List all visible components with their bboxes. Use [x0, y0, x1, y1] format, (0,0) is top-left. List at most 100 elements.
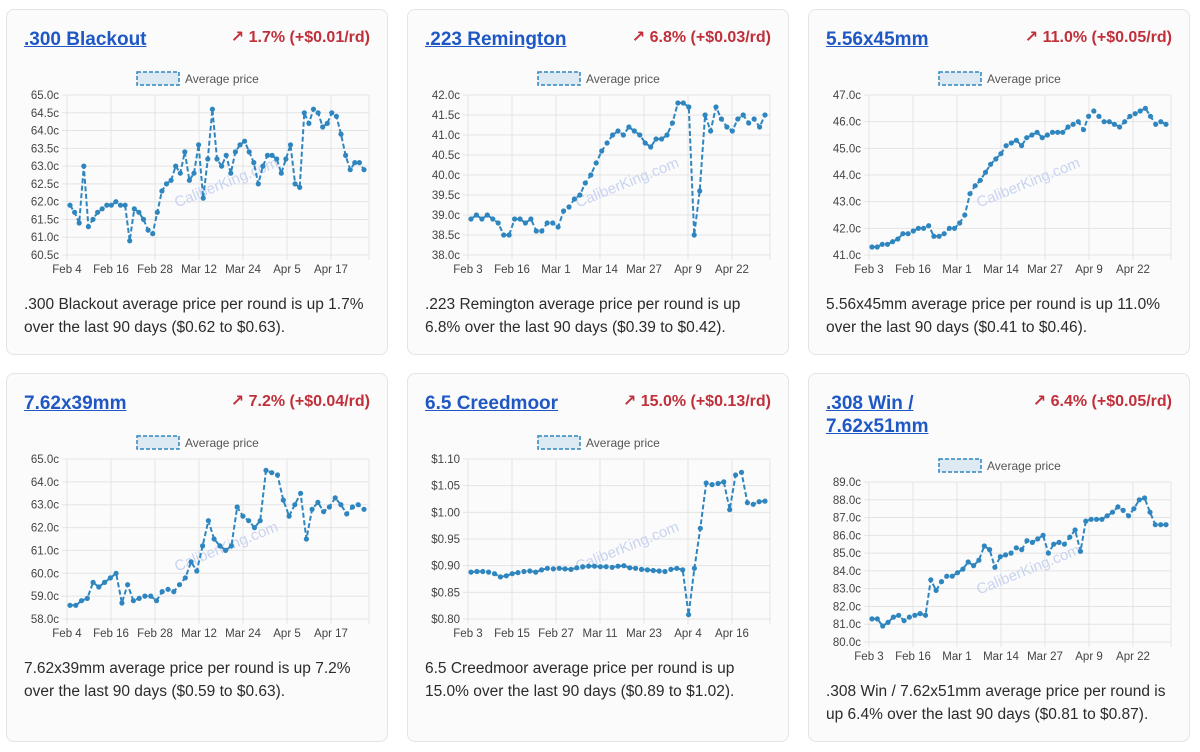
caliber-title-link[interactable]: .300 Blackout	[24, 29, 147, 50]
x-tick-label: Mar 27	[626, 264, 662, 276]
data-point	[944, 573, 950, 579]
data-point	[186, 177, 192, 183]
data-point	[644, 567, 650, 573]
data-point	[869, 244, 875, 250]
data-point	[154, 209, 160, 215]
data-point	[715, 480, 721, 487]
data-point	[900, 231, 906, 237]
y-tick-label: 61.5c	[31, 214, 59, 226]
caliber-title-link[interactable]: 5.56x45mm	[826, 29, 929, 50]
data-point	[148, 593, 154, 599]
y-tick-label: 89.0c	[833, 477, 861, 489]
data-point	[620, 132, 626, 138]
data-point	[223, 152, 229, 158]
data-point	[1147, 113, 1154, 119]
y-tick-label: 41.0c	[432, 130, 460, 142]
data-point	[1045, 550, 1051, 556]
data-point	[263, 467, 269, 473]
data-point	[1109, 509, 1116, 515]
data-point	[67, 602, 73, 608]
data-point	[555, 224, 561, 230]
data-point	[680, 100, 686, 106]
x-tick-label: Apr 22	[1116, 651, 1150, 663]
data-point	[136, 209, 142, 215]
data-point	[122, 202, 128, 208]
data-point	[228, 170, 234, 176]
x-tick-label: Feb 27	[538, 628, 574, 640]
data-point	[84, 595, 90, 601]
data-point	[474, 568, 480, 575]
data-point	[729, 128, 735, 134]
data-point	[1077, 548, 1084, 554]
x-tick-label: Apr 22	[715, 264, 749, 276]
data-point	[721, 479, 727, 485]
data-point	[869, 616, 875, 622]
legend-swatch	[136, 71, 180, 86]
legend-swatch	[537, 435, 581, 450]
data-point	[604, 140, 610, 146]
legend-swatch	[938, 458, 982, 473]
data-point	[1163, 522, 1169, 528]
price-chart: Average price 58.0c 59.0c 60.0c 61.0c 62.0c 63…	[31, 435, 370, 640]
x-tick-label: Mar 14	[983, 651, 1019, 663]
data-point	[315, 499, 321, 505]
y-tick-label: $1.00	[431, 507, 460, 519]
data-point	[880, 623, 886, 629]
data-point	[544, 220, 550, 226]
data-point	[113, 199, 119, 205]
data-point	[509, 571, 515, 577]
legend-label: Average price	[185, 72, 259, 86]
x-tick-label: Mar 23	[626, 628, 662, 640]
data-point	[527, 568, 533, 574]
data-point	[301, 110, 307, 116]
data-point	[332, 495, 338, 501]
x-tick-label: Feb 3	[854, 651, 883, 663]
data-point	[1088, 516, 1094, 522]
data-point	[1013, 545, 1019, 551]
price-summary: .300 Blackout average price per round is…	[24, 296, 364, 336]
data-point	[756, 499, 762, 505]
caliber-title-link[interactable]: 7.62x39mm	[24, 393, 127, 414]
data-point	[104, 202, 110, 208]
data-point	[933, 587, 939, 593]
x-tick-label: Apr 4	[674, 628, 702, 640]
data-point	[562, 566, 568, 572]
y-tick-label: 39.0c	[432, 210, 460, 222]
data-point	[269, 152, 275, 158]
data-point	[926, 223, 932, 229]
x-tick-label: Feb 4	[52, 628, 82, 640]
data-point	[733, 472, 739, 478]
data-point	[125, 582, 131, 588]
data-point	[1120, 507, 1126, 513]
y-tick-label: 64.0c	[31, 477, 59, 489]
data-point	[107, 575, 113, 581]
x-tick-label: Mar 1	[942, 264, 971, 276]
data-point	[355, 502, 361, 508]
data-point	[90, 579, 96, 585]
data-point	[965, 559, 971, 565]
data-point	[521, 568, 527, 575]
caliber-title-link[interactable]: 6.5 Creedmoor	[425, 393, 559, 414]
data-point	[72, 209, 78, 215]
price-line	[69, 108, 365, 242]
data-point	[131, 206, 137, 212]
data-point	[582, 180, 588, 186]
y-tick-label: $1.10	[431, 454, 460, 466]
data-point	[1101, 119, 1107, 125]
data-point	[735, 116, 741, 122]
data-point	[117, 202, 124, 208]
data-point	[78, 598, 85, 604]
y-tick-label: 60.5c	[31, 250, 59, 262]
caliber-title-link[interactable]: .308 Win / 7.62x51mm	[826, 393, 929, 437]
data-point	[303, 536, 309, 542]
data-point	[874, 616, 880, 622]
caliber-title-link[interactable]: .223 Remington	[425, 29, 567, 50]
data-point	[1060, 129, 1066, 135]
caliber-card: 6.5 Creedmoor ↗ 15.0% (+$0.13/rd) Averag…	[407, 373, 789, 742]
data-point	[283, 156, 289, 162]
data-point	[874, 244, 880, 250]
data-point	[264, 152, 271, 158]
data-point	[479, 216, 485, 222]
data-point	[680, 567, 686, 573]
data-point	[533, 569, 539, 575]
